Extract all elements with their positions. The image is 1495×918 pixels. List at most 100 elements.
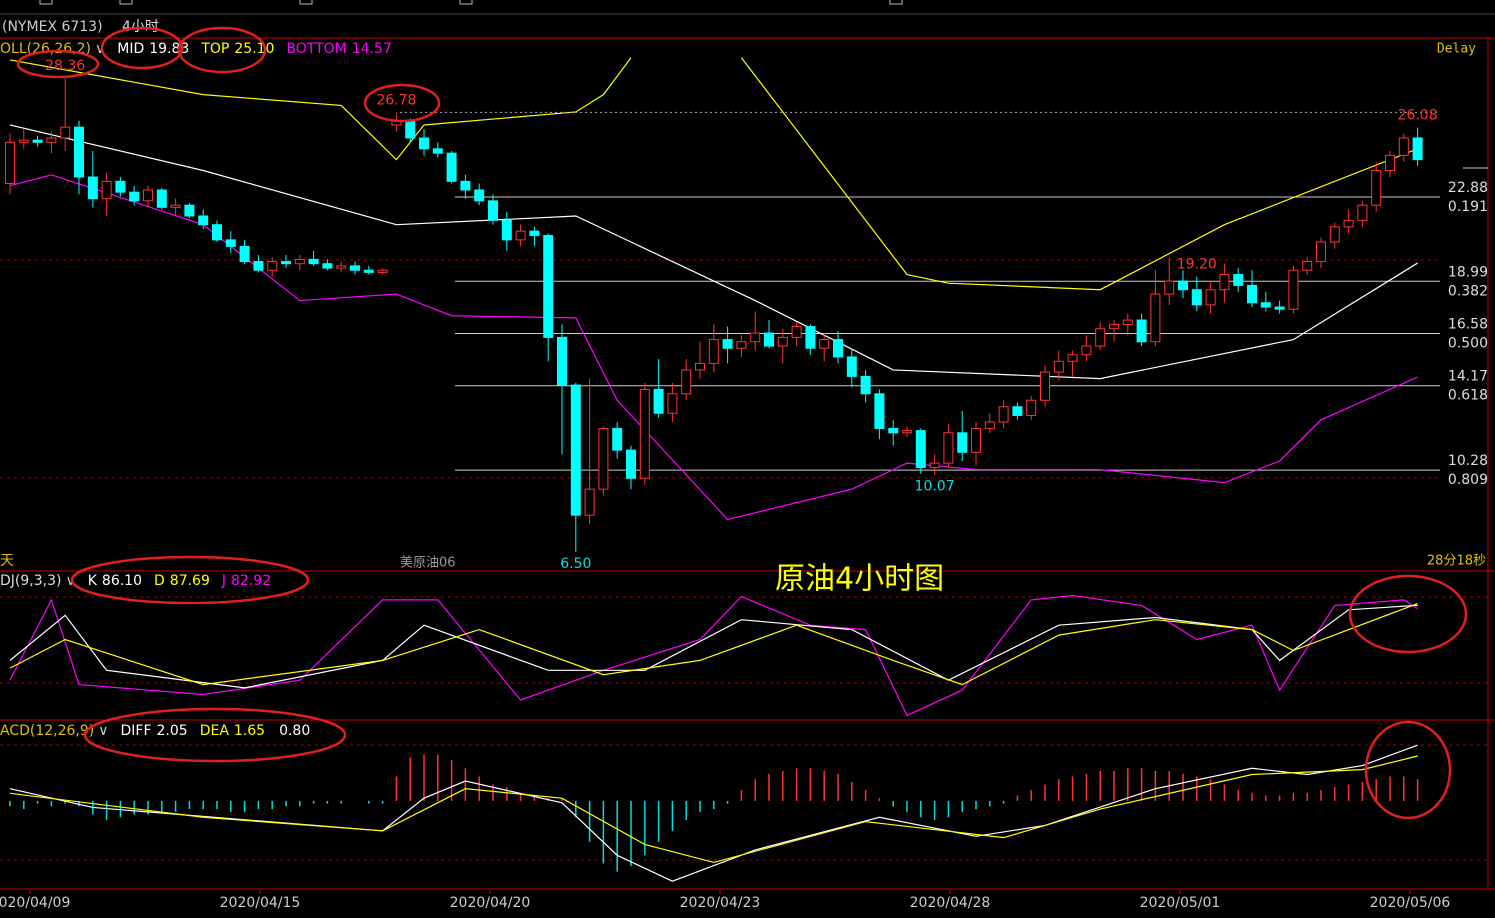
annotation: 原油4小时图 [775, 562, 944, 597]
candle-body [1302, 261, 1313, 271]
candle-body [667, 393, 678, 414]
candle-body [1260, 302, 1271, 308]
price-label: 26.78 [376, 92, 416, 108]
candle-body [557, 336, 567, 386]
indicator-item-value: 1.65 [234, 723, 265, 739]
indicator-line [9, 124, 1418, 380]
indicator-line [9, 594, 1418, 717]
candle-body [1012, 406, 1023, 416]
candle-body [1178, 280, 1188, 291]
candle-body [212, 224, 222, 241]
candle-body [1274, 306, 1285, 310]
fib-price: 10.28 [1448, 453, 1488, 469]
indicator-item-name: K [88, 573, 98, 589]
indicator-item-name: BOTTOM [286, 41, 346, 57]
circle [1364, 720, 1452, 820]
candle-body [764, 332, 774, 347]
candle-body [653, 388, 664, 414]
candle-body [915, 430, 926, 468]
candle-body [377, 269, 388, 273]
candle-body [501, 219, 512, 241]
indicator-line [9, 174, 1418, 521]
candle-body [32, 139, 43, 143]
candle-body [1040, 371, 1050, 401]
candle-body [156, 189, 167, 208]
x-tick-label: 2020/04/15 [220, 895, 301, 911]
price-label: 10.07 [915, 479, 955, 495]
candle-body [805, 326, 816, 349]
tool-icon[interactable] [299, 0, 313, 5]
indicator-item-value: 2.05 [157, 723, 188, 739]
candle-body [363, 269, 374, 273]
candle-body [708, 339, 719, 364]
x-tick-label: 2020/04/23 [680, 895, 761, 911]
candle-body [1095, 328, 1106, 347]
candle-body [1371, 169, 1382, 206]
indicator-item-name: DEA [200, 723, 230, 739]
candle-body [5, 141, 15, 185]
indicator-legend: DJ(9,3,3) ∨ K 86.10 D 87.69 J 82.92 [0, 573, 271, 589]
x-tick-label: 2020/05/06 [1370, 895, 1451, 911]
x-tick-label: 2020/04/28 [910, 895, 991, 911]
fib-ratio: 0.618 [1448, 388, 1488, 404]
candle-body [267, 261, 278, 271]
indicator-name: ACD(12,26,9) [0, 723, 94, 739]
candle-body [18, 139, 29, 143]
indicator-item-name: MID [117, 41, 144, 57]
candle-body [405, 120, 416, 139]
candle-body [1205, 289, 1216, 306]
candle-body [612, 427, 623, 451]
tool-icon[interactable] [889, 0, 903, 5]
tool-icon[interactable] [459, 0, 473, 5]
candle-body [1398, 137, 1409, 156]
candle-body [1343, 219, 1354, 228]
candle-body [681, 369, 692, 395]
dropdown: ∨ [65, 573, 75, 589]
indicator-item-value: 87.69 [170, 573, 210, 589]
contract: 美原油06 [400, 556, 456, 571]
x-tick-label: 2020/04/20 [450, 895, 531, 911]
candle-body [984, 421, 995, 429]
tool-icon[interactable] [119, 0, 133, 5]
candle-body [1233, 274, 1244, 286]
dropdown: ∨ [98, 723, 108, 739]
x-tick-label: 2020/04/09 [0, 895, 70, 911]
candle-body [1067, 354, 1078, 362]
timer: 28分18秒 [1427, 554, 1486, 569]
candle-body [184, 204, 195, 217]
candle-body [198, 215, 209, 226]
indicator-item-name: DIFF [121, 723, 152, 739]
candle-body [750, 332, 761, 343]
indicator-item-name: J [221, 573, 226, 589]
tool-icon[interactable] [39, 0, 53, 5]
candle-body [902, 430, 912, 434]
candle-body [1288, 269, 1299, 310]
fib-price: 16.58 [1448, 317, 1488, 333]
candle-body [998, 406, 1009, 423]
kdj-panel [9, 594, 1418, 717]
price-label: 26.08 [1398, 108, 1438, 124]
candle-body [543, 235, 554, 338]
candle-body [777, 336, 788, 347]
candle-body [1219, 274, 1230, 291]
candle-body [1191, 289, 1202, 306]
candle-body [446, 152, 457, 182]
candle-body [115, 180, 126, 193]
candle-body [308, 258, 319, 265]
indicator-item-value: 82.92 [231, 573, 271, 589]
indicator-item-value: 25.10 [234, 41, 274, 57]
candle-body [943, 432, 954, 464]
candle-body [488, 200, 498, 221]
fib-price: 22.88 [1448, 180, 1488, 196]
candle-body [281, 261, 291, 265]
candle-body [888, 427, 899, 434]
fib-ratio: 0.191 [1448, 199, 1488, 215]
candle-body [736, 341, 747, 349]
candle-body [584, 488, 595, 516]
indicator-name: DJ(9,3,3) [0, 573, 61, 589]
indicator-line [9, 755, 1418, 864]
candle-body [957, 432, 968, 453]
annotation-circles [16, 26, 1468, 820]
